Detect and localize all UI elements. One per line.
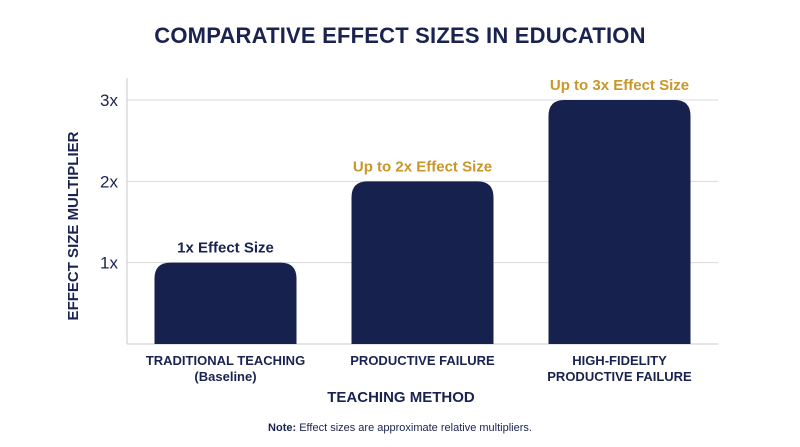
bar-3 xyxy=(548,100,691,344)
data-label-1: 1x Effect Size xyxy=(177,240,274,257)
y-tick-label-2x: 2x xyxy=(100,172,118,191)
note-text: Effect sizes are approximate relative mu… xyxy=(296,422,532,434)
y-tick-label-3x: 3x xyxy=(100,91,118,110)
y-axis-title: EFFECT SIZE MULTIPLIER xyxy=(65,131,82,320)
category-label-3-line-1: HIGH-FIDELITY xyxy=(572,353,667,368)
plot-area: 1x 2x 3x 1x Effect Size TRADITIONAL TEACHING… xyxy=(100,77,718,384)
y-tick-label-1x: 1x xyxy=(100,254,118,273)
category-label-1-line-2: (Baseline) xyxy=(194,369,256,384)
chart-note: Note: Effect sizes are approximate relat… xyxy=(268,422,532,434)
bar-2 xyxy=(351,181,494,344)
category-label-1-line-1: TRADITIONAL TEACHING xyxy=(146,353,305,368)
chart-title: COMPARATIVE EFFECT SIZES IN EDUCATION xyxy=(154,23,645,48)
note-prefix: Note: xyxy=(268,422,296,434)
data-label-2: Up to 2x Effect Size xyxy=(353,158,492,175)
data-label-3: Up to 3x Effect Size xyxy=(550,77,689,94)
bar-1 xyxy=(154,262,297,344)
category-label-2: PRODUCTIVE FAILURE xyxy=(350,353,495,368)
category-label-3-line-2: PRODUCTIVE FAILURE xyxy=(547,369,692,384)
x-axis-title: TEACHING METHOD xyxy=(327,389,475,406)
